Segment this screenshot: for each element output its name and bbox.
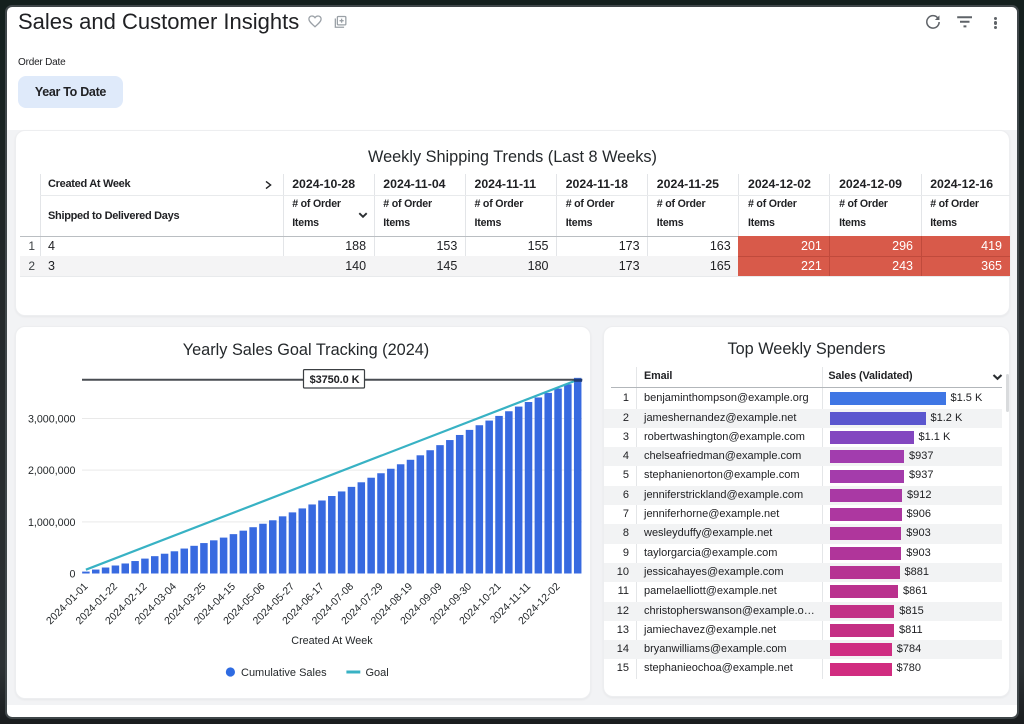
- svg-text:Yearly Sales Goal Tracking (20: Yearly Sales Goal Tracking (2024): [183, 341, 429, 359]
- svg-text:Created At Week: Created At Week: [291, 635, 373, 647]
- svg-text:Goal: Goal: [366, 667, 389, 679]
- svg-text:2,000,000: 2,000,000: [28, 465, 76, 477]
- svg-text:Cumulative Sales: Cumulative Sales: [241, 667, 327, 679]
- svg-text:$3750.0 K: $3750.0 K: [310, 374, 360, 386]
- svg-text:1,000,000: 1,000,000: [28, 517, 76, 529]
- svg-text:0: 0: [70, 569, 76, 581]
- svg-text:3,000,000: 3,000,000: [28, 414, 76, 426]
